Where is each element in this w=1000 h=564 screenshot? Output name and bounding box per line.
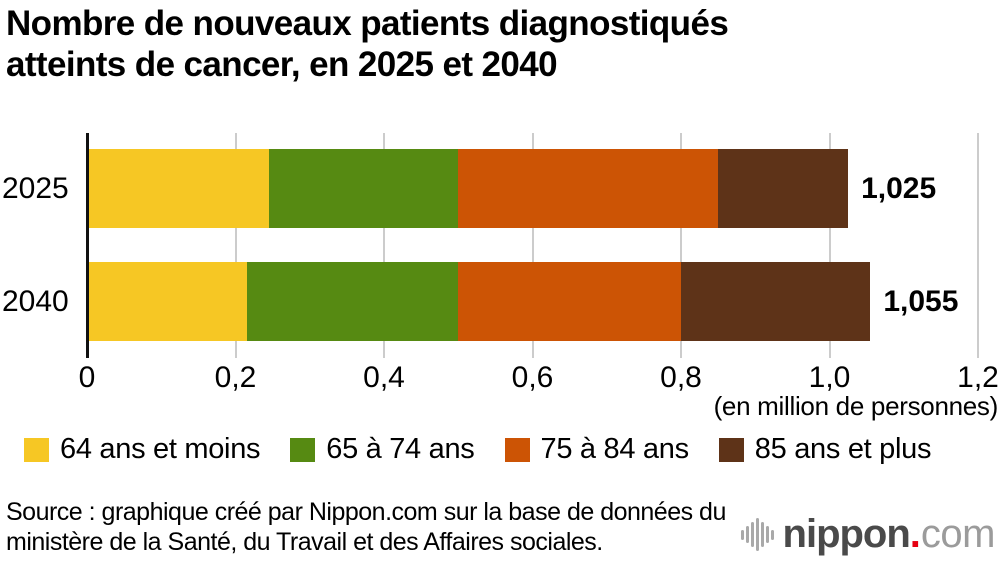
source-line-2: ministère de la Santé, du Travail et des…: [6, 528, 603, 556]
total-label-2025: 1,025: [861, 171, 937, 205]
logo-dot: .: [909, 512, 921, 556]
x-tick-label: 1,0: [808, 361, 851, 394]
gridline: [977, 133, 979, 358]
soundwave-bar: [755, 518, 759, 551]
legend-item: 64 ans et moins: [24, 433, 261, 466]
x-tick-label: 0,6: [511, 361, 554, 394]
soundwave-bar: [765, 526, 769, 543]
category-label-2040: 2040: [2, 284, 69, 318]
legend-label: 64 ans et moins: [60, 433, 261, 465]
plot-area: [86, 133, 979, 358]
legend-item: 65 à 74 ans: [290, 433, 475, 466]
legend-label: 85 ans et plus: [754, 433, 932, 465]
bar-segment: [268, 149, 459, 228]
y-axis-line: [86, 133, 89, 358]
bar-segment: [681, 262, 871, 341]
x-tick-label: 0,4: [363, 361, 405, 394]
soundwave-bar: [760, 522, 764, 547]
x-tick-label: 0,2: [214, 361, 257, 394]
gridline: [383, 133, 385, 358]
chart-title: Nombre de nouveaux patients diagnostiqué…: [6, 3, 729, 85]
logo-text-suffix: com: [920, 512, 996, 556]
source-line-1: Source : graphique créé par Nippon.com s…: [6, 498, 726, 526]
category-label-2025: 2025: [2, 171, 69, 205]
soundwave-bar: [770, 529, 774, 540]
bar-segment: [87, 149, 269, 228]
total-label-2040: 1,055: [883, 284, 959, 318]
source-note: Source : graphique créé par Nippon.com s…: [6, 497, 726, 557]
x-tick-label: 0,8: [660, 361, 702, 394]
legend-swatch: [290, 437, 316, 462]
legend-swatch: [24, 437, 49, 462]
axis-unit-label: (en million de personnes): [713, 391, 999, 421]
bar-segment: [87, 262, 247, 341]
soundwave-bar: [745, 526, 749, 543]
x-tick-label: 0: [78, 361, 96, 394]
legend-item: 75 à 84 ans: [504, 433, 690, 466]
soundwave-bar: [740, 529, 744, 540]
nippon-logo: nippon. com: [740, 512, 996, 557]
chart-title-line-2: atteints de cancer, en 2025 et 2040: [6, 45, 558, 84]
legend: 64 ans et moins 65 à 74 ans 75 à 84 ans 85 …: [24, 433, 931, 466]
logo-text-main: nippon: [782, 512, 911, 556]
bar-segment: [458, 149, 719, 228]
soundwave-bar: [750, 522, 754, 547]
bar-segment: [246, 262, 459, 341]
legend-label: 65 à 74 ans: [326, 433, 475, 465]
gridline: [680, 133, 682, 358]
legend-swatch: [718, 437, 744, 462]
bar-segment: [718, 149, 849, 228]
gridline: [531, 133, 534, 358]
legend-swatch: [504, 437, 530, 462]
soundwave-icon: [740, 518, 774, 551]
gridline: [234, 133, 237, 358]
gridline: [828, 133, 831, 358]
chart-title-line-1: Nombre de nouveaux patients diagnostiqué…: [6, 4, 729, 43]
bar-segment: [458, 262, 681, 341]
legend-item: 85 ans et plus: [718, 433, 932, 466]
x-tick-label: 1,2: [957, 361, 999, 394]
legend-label: 75 à 84 ans: [540, 433, 690, 465]
